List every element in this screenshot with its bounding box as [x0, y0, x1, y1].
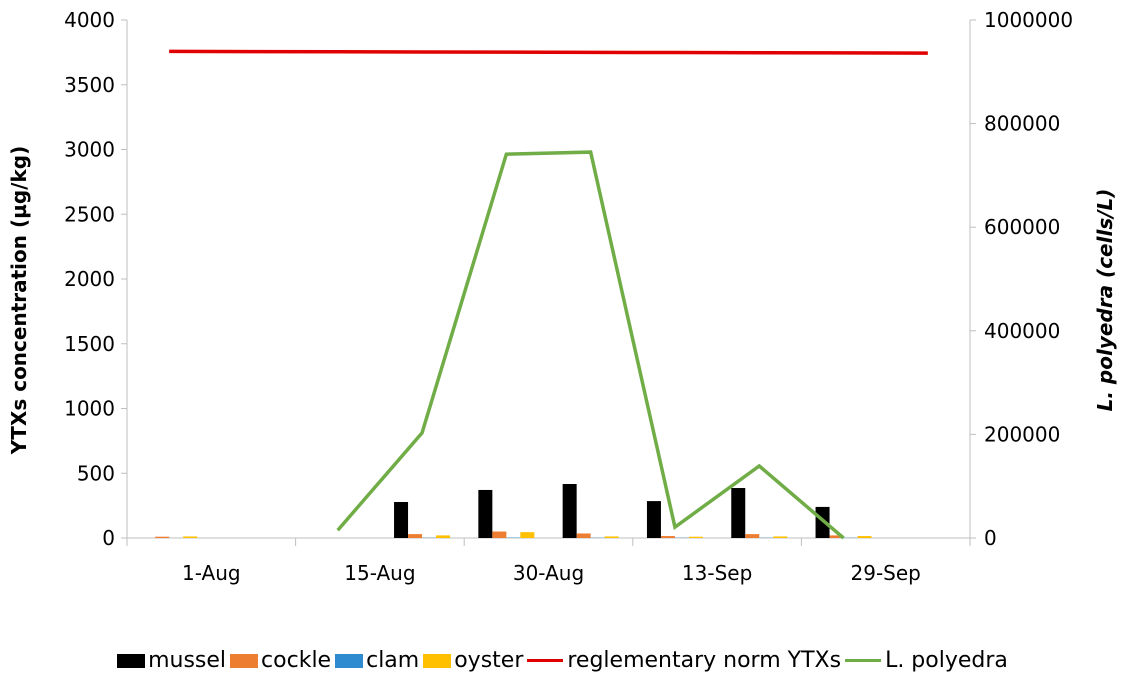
y2-tick-label: 1000000 [984, 8, 1073, 32]
y-tick-label: 1000 [64, 397, 115, 421]
y2-tick-label: 200000 [984, 422, 1060, 446]
y-tick-label: 0 [102, 526, 115, 550]
y-axis-label: YTXs concentration (µg/kg) [7, 146, 31, 455]
legend-label: oyster [454, 648, 524, 673]
legend: mussel cockle clam oyster reglementary norm … [0, 648, 1129, 673]
legend-label: mussel [148, 648, 227, 673]
bar [773, 536, 788, 538]
bar [829, 535, 844, 538]
bar [646, 501, 661, 538]
bar [745, 534, 760, 538]
legend-swatch [423, 653, 452, 668]
bar [660, 536, 675, 538]
legend-item: L. polyedra [845, 648, 1008, 673]
bar [436, 535, 451, 538]
bar [815, 506, 830, 538]
legend-label: reglementary norm YTXs [567, 648, 842, 673]
bar [520, 532, 535, 538]
legend-swatch [527, 659, 564, 662]
y2-axis-label: L. polyedra (cells/L) [1093, 189, 1117, 412]
legend-label: clam [366, 648, 420, 673]
bar [562, 483, 577, 538]
x-tick-label: 15-Aug [344, 561, 415, 585]
bar [604, 536, 619, 538]
y-tick-label: 3500 [64, 73, 115, 97]
bar [394, 501, 409, 538]
legend-swatch [335, 653, 364, 668]
bar [576, 533, 591, 538]
legend-item: reglementary norm YTXs [527, 648, 841, 673]
x-tick-label: 1-Aug [182, 561, 241, 585]
bar [688, 536, 703, 538]
legend-item: oyster [423, 648, 523, 673]
legend-swatch [230, 653, 259, 668]
y2-tick-label: 800000 [984, 112, 1060, 136]
legend-swatch [845, 659, 882, 662]
y-tick-label: 1500 [64, 332, 115, 356]
bar [857, 536, 872, 538]
y-tick-label: 4000 [64, 8, 115, 32]
y-tick-label: 2500 [64, 202, 115, 226]
y-tick-label: 500 [77, 461, 115, 485]
x-tick-label: 29-Sep [851, 561, 921, 585]
y2-tick-label: 600000 [984, 215, 1060, 239]
chart: YTXs concentration (µg/kg) L. polyedra (… [7, 8, 1117, 585]
bar [155, 536, 170, 538]
legend-label: L. polyedra [885, 648, 1008, 673]
legend-label: cockle [261, 648, 332, 673]
bar [183, 536, 198, 538]
y2-tick-label: 400000 [984, 319, 1060, 343]
legend-swatch [117, 653, 146, 668]
bar [731, 488, 746, 538]
legend-item: mussel [117, 648, 226, 673]
legend-item: cockle [230, 648, 331, 673]
legend-item: clam [335, 648, 419, 673]
page: {"chart_data": {"type": "bar-line", "cat… [7, 8, 1117, 673]
y-tick-label: 3000 [64, 138, 115, 162]
line [169, 49, 928, 55]
bar [408, 534, 423, 538]
y2-tick-label: 0 [984, 526, 997, 550]
y-tick-label: 2000 [64, 267, 115, 291]
bar [492, 531, 507, 538]
line [336, 150, 845, 540]
bar [478, 489, 493, 538]
x-tick-label: 13-Sep [682, 561, 752, 585]
x-tick-label: 30-Aug [513, 561, 584, 585]
